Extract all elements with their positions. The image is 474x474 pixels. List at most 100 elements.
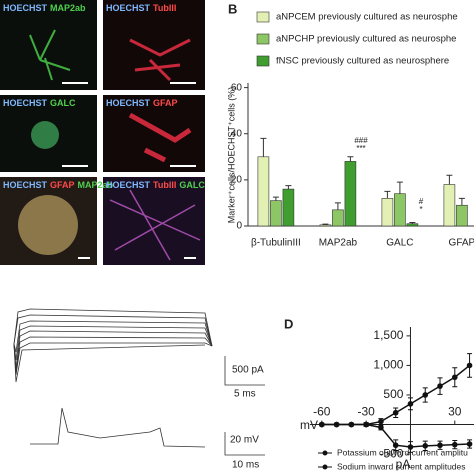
bar	[394, 193, 406, 227]
trace	[13, 314, 213, 347]
annotation: ***	[356, 144, 365, 153]
error-bar	[446, 174, 453, 185]
scale-label: 20 mV	[230, 435, 259, 446]
legend-swatch	[256, 55, 270, 67]
legend-swatch	[256, 11, 270, 23]
y-axis-label: pA	[396, 457, 411, 471]
micrograph-label: HOECHST GALC	[3, 98, 76, 108]
bar	[443, 184, 456, 227]
x-tick-label: -30	[357, 405, 375, 419]
y-axis-label: Marker⁺cells/HOECHST⁺cells (%)	[226, 87, 236, 224]
legend-marker	[322, 450, 328, 456]
error-bar	[285, 185, 292, 190]
micrographs	[0, 0, 205, 265]
point	[437, 442, 443, 449]
micrograph-label: HOECHST MAP2ab	[3, 3, 86, 13]
legend-marker	[322, 464, 328, 470]
point	[422, 443, 429, 449]
current-traces	[13, 308, 265, 456]
annotation: #	[419, 197, 424, 206]
label-part: HOECHST	[3, 180, 48, 190]
micrograph	[103, 177, 205, 265]
cell	[18, 195, 78, 255]
panel-label: D	[284, 316, 293, 331]
point	[437, 383, 443, 389]
point	[378, 424, 384, 431]
y-tick-label: 40	[231, 128, 243, 139]
bar	[381, 198, 394, 227]
bar	[406, 223, 419, 227]
micrograph-label: HOECHST TubIII GALC	[106, 180, 205, 190]
y-tick-label: 500	[383, 387, 403, 401]
bar	[319, 224, 332, 227]
legend-label: fNSC previously cultured as neurosphere	[276, 56, 449, 67]
panel-label: B	[228, 1, 237, 16]
point	[466, 362, 473, 369]
trace	[13, 325, 213, 361]
label-part: GALC	[179, 180, 205, 190]
error-bar	[396, 181, 403, 194]
y-tick-label: 1,500	[373, 328, 403, 342]
trace	[13, 343, 206, 383]
point	[407, 444, 414, 450]
label-part: MAP2ab	[50, 3, 86, 13]
point	[333, 421, 340, 428]
point	[319, 421, 325, 428]
label-part: TubIII	[153, 180, 176, 190]
error-bar	[458, 197, 465, 206]
label-part: GFAP	[153, 98, 178, 108]
point	[422, 392, 429, 398]
point	[392, 442, 399, 449]
cell	[128, 112, 192, 163]
point	[363, 421, 369, 428]
y-tick-label: -500	[379, 446, 403, 460]
label-part: HOECHST	[106, 98, 151, 108]
trace	[13, 308, 213, 347]
micrograph	[103, 0, 205, 90]
label-part: HOECHST	[106, 180, 151, 190]
legend-label: aNPCEM previously cultured as neurosphe	[276, 12, 458, 23]
scale-bar	[224, 356, 265, 456]
scale-label: 500 pA	[232, 365, 264, 376]
bar	[332, 209, 344, 227]
label-part: HOECHST	[3, 98, 48, 108]
legend-label: aNPCHP previously cultured as neurosphe	[276, 34, 456, 45]
point	[348, 421, 355, 428]
error-bar	[260, 137, 267, 157]
y-tick-label: 60	[231, 82, 243, 93]
scale-label: 10 ms	[232, 460, 259, 471]
annotation: ###	[354, 136, 368, 145]
cell	[31, 121, 59, 149]
x-tick-label: MAP2ab	[319, 238, 358, 249]
error-bar	[384, 190, 391, 199]
label-part: GALC	[50, 98, 76, 108]
bar	[270, 200, 282, 227]
point	[392, 409, 399, 416]
trace	[13, 320, 213, 353]
error-bar	[347, 156, 354, 162]
scale-label: 5 ms	[234, 389, 256, 400]
legend-label: Potassium outward current amplitu	[337, 447, 468, 457]
cell	[129, 38, 191, 82]
cell	[29, 29, 71, 81]
bar	[282, 188, 295, 227]
point	[451, 441, 458, 448]
label-part: TubIII	[153, 3, 176, 13]
point	[451, 374, 458, 381]
y-tick-label: 20	[231, 175, 243, 186]
micrograph-label: HOECHST TubIII	[106, 3, 176, 13]
label-part: GFAP	[50, 180, 75, 190]
error-bar	[409, 222, 416, 224]
trace	[13, 330, 213, 369]
x-axis-label: mV	[300, 418, 318, 432]
label-part: HOECHST	[3, 3, 48, 13]
x-tick-label: -60	[313, 405, 331, 419]
point	[466, 441, 473, 447]
x-tick-label: GFAP	[449, 238, 474, 249]
label-part: HOECHST	[106, 3, 151, 13]
x-tick-label: 30	[448, 405, 462, 419]
y-tick-label: 1,000	[373, 358, 403, 372]
error-bar	[334, 202, 341, 210]
label-part: MAP2ab	[78, 180, 114, 190]
